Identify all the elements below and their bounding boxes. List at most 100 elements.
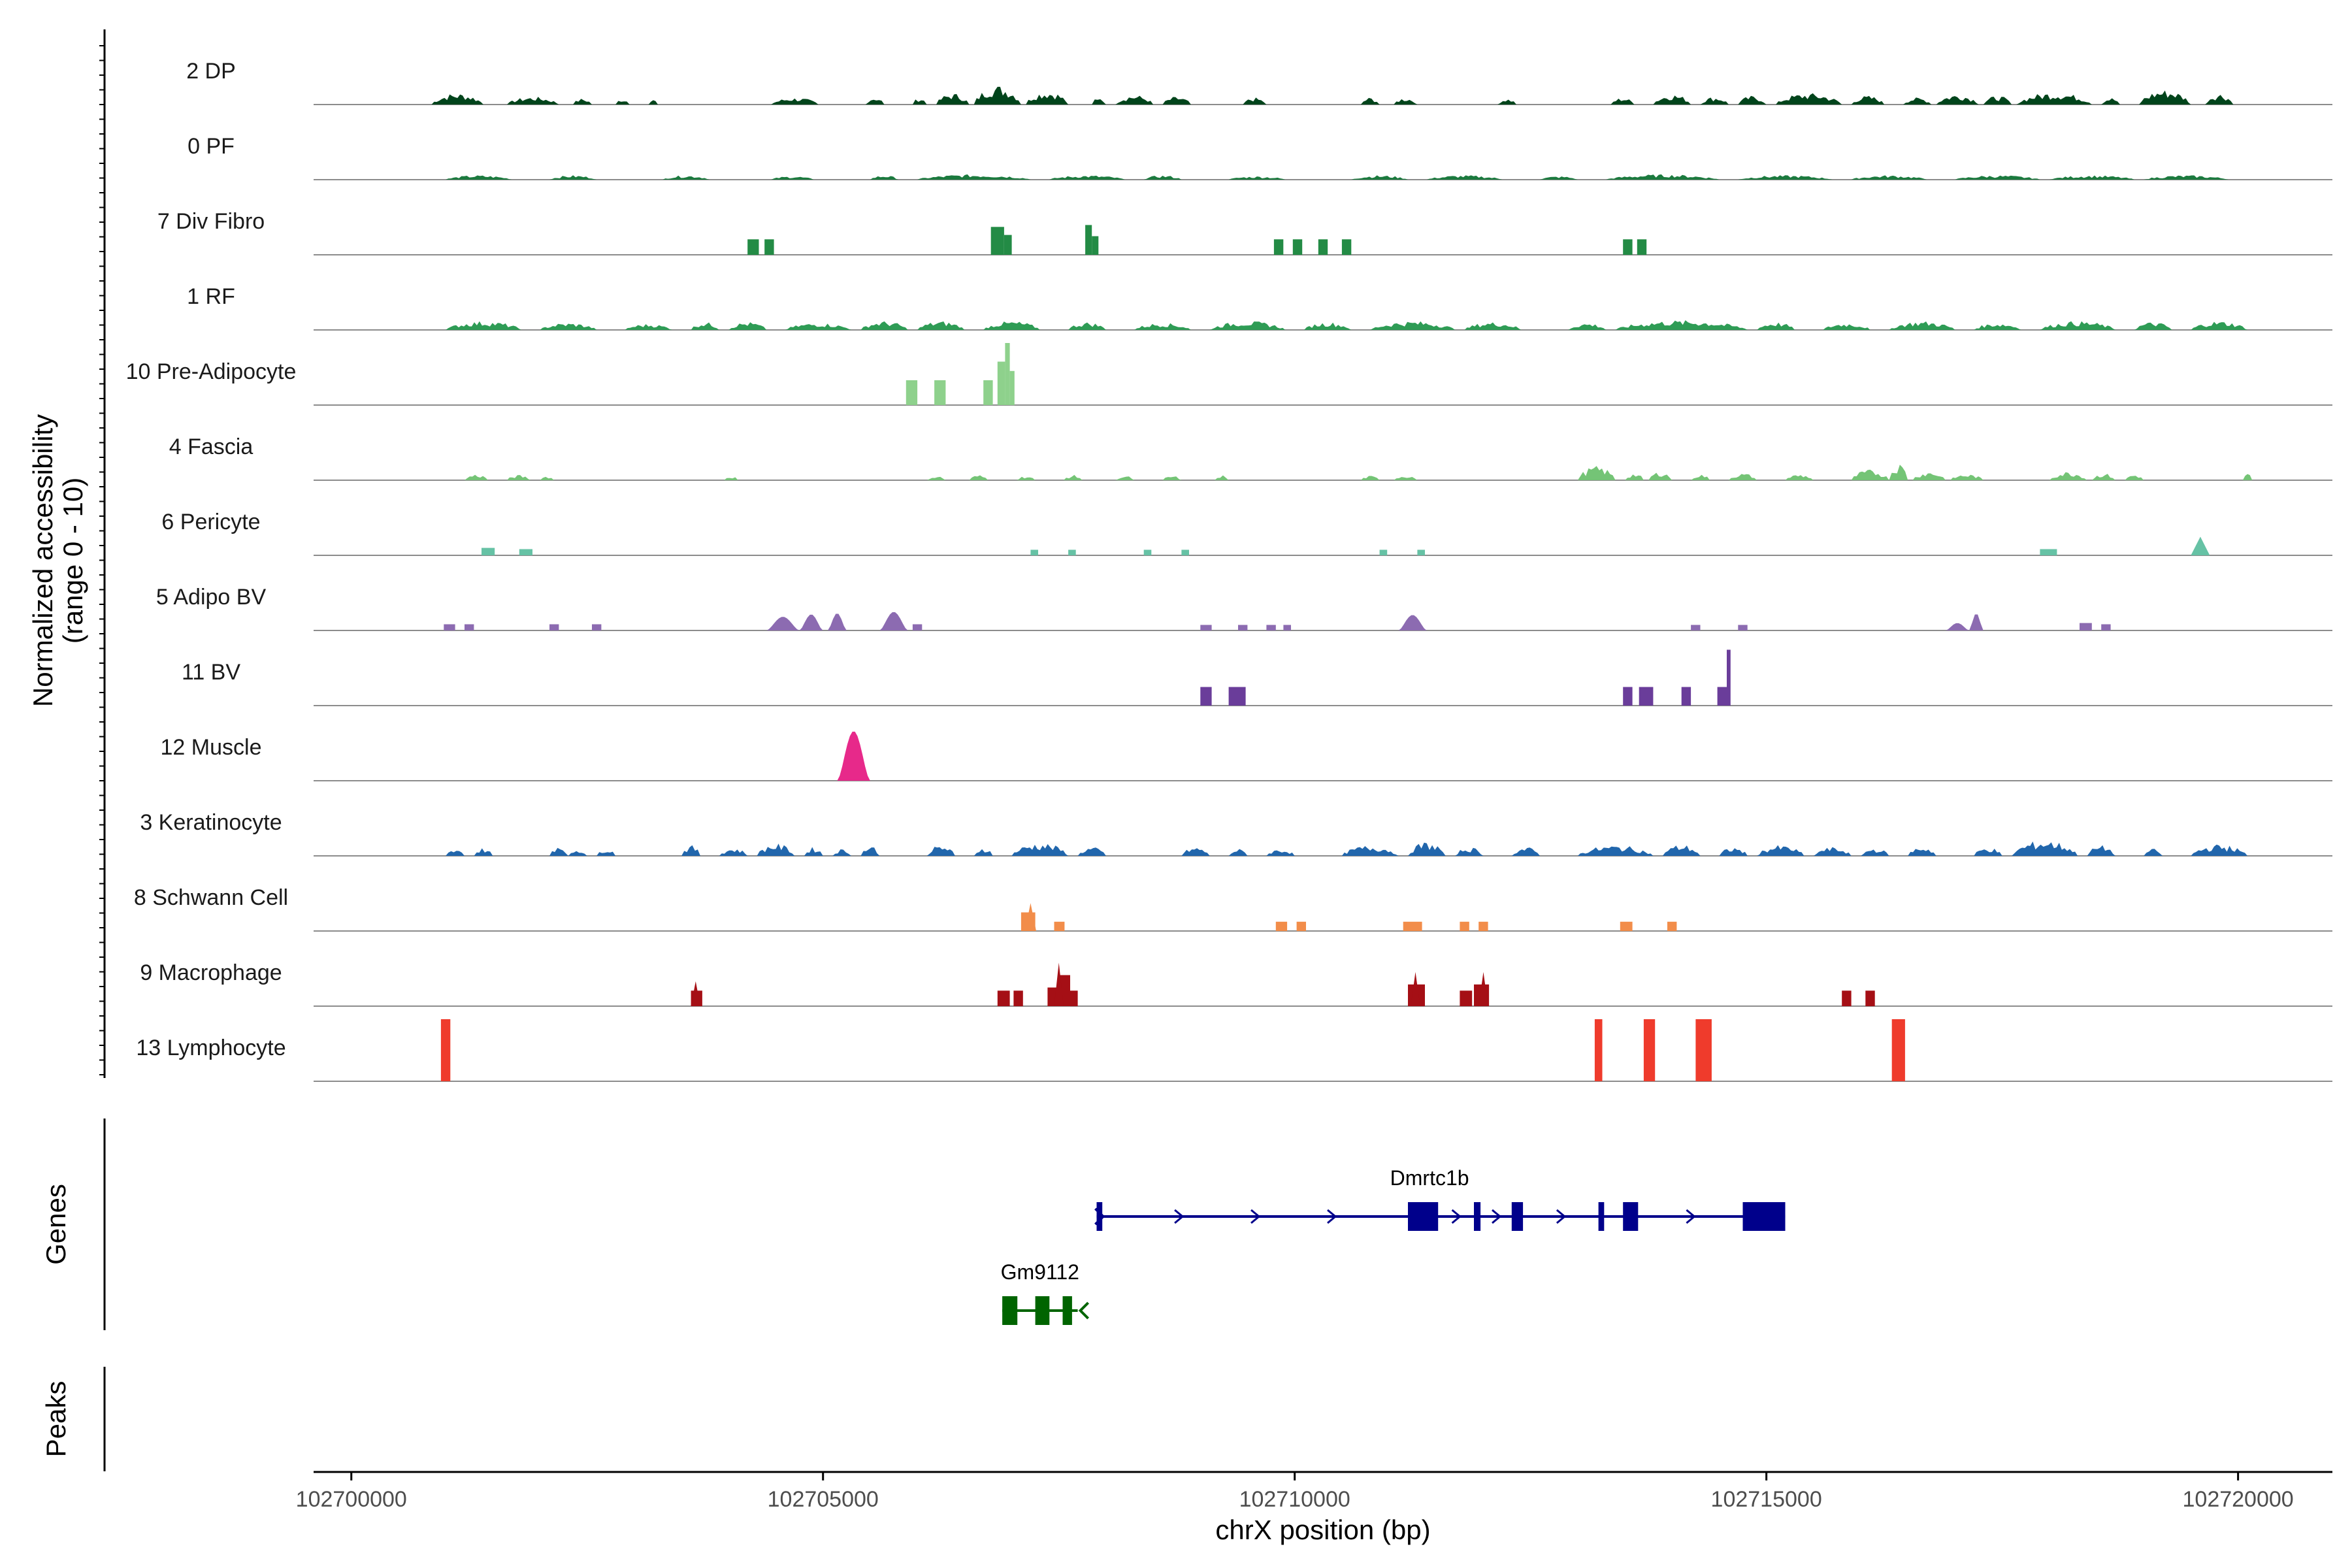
coverage-block xyxy=(1200,687,1212,706)
gene-exon xyxy=(1062,1296,1072,1325)
track-label-13-lymphocyte: 13 Lymphocyte xyxy=(136,1036,286,1060)
coverage-peak xyxy=(936,93,970,105)
coverage-peak xyxy=(973,86,1021,105)
coverage-peak xyxy=(1950,474,1984,480)
track-label-8-schwann-cell: 8 Schwann Cell xyxy=(134,885,288,910)
coverage-peak xyxy=(2205,95,2234,105)
panel-title-genes: Genes xyxy=(41,1184,71,1265)
coverage-block xyxy=(1341,239,1352,255)
coverage-peak xyxy=(912,99,927,105)
track-12-muscle: 12 Muscle xyxy=(161,731,2332,781)
gene-exon xyxy=(1474,1202,1481,1231)
coverage-peak xyxy=(2040,321,2115,330)
coverage-peak xyxy=(1360,476,1380,480)
track-6-pericyte: 6 Pericyte xyxy=(161,510,2332,556)
strand-arrow-icon xyxy=(1327,1209,1337,1224)
coverage-peak xyxy=(446,851,465,856)
coverage-block xyxy=(1460,921,1469,932)
coverage-block xyxy=(1681,687,1691,706)
track-label-3-keratinocyte: 3 Keratinocyte xyxy=(140,810,282,835)
coverage-peak xyxy=(2125,476,2144,480)
track-label-11-bv: 11 BV xyxy=(182,660,240,685)
coverage-block xyxy=(1013,990,1023,1007)
coverage-peak xyxy=(446,175,512,180)
coverage-block xyxy=(1092,236,1099,255)
coverage-peak xyxy=(540,323,597,330)
coverage-peak xyxy=(771,176,814,180)
coverage-block xyxy=(1643,1019,1656,1081)
coverage-block xyxy=(1417,549,1425,555)
coverage-peak xyxy=(1455,847,1484,856)
gene-exon xyxy=(1096,1202,1103,1231)
coverage-peak xyxy=(648,100,658,105)
track-label-6-pericyte: 6 Pericyte xyxy=(161,510,260,534)
coverage-peak xyxy=(870,176,899,180)
track-11-bv: 11 BV xyxy=(182,649,2332,706)
strand-arrow-icon xyxy=(1451,1209,1462,1224)
coverage-peak xyxy=(917,321,965,330)
coverage-peak xyxy=(1408,842,1446,856)
strand-arrow-icon xyxy=(1250,1209,1261,1224)
coverage-block xyxy=(1275,921,1288,932)
coverage-peak xyxy=(507,97,559,105)
coverage-block xyxy=(1318,239,1328,255)
coverage-peak xyxy=(540,476,555,480)
gene-exon xyxy=(1511,1202,1524,1231)
coverage-peak xyxy=(1370,321,1456,330)
coverage-peak xyxy=(1209,321,1286,330)
coverage-block xyxy=(1717,687,1727,706)
coverage-peak xyxy=(1653,95,1691,105)
coverage-block xyxy=(1292,239,1303,255)
y-axis-ticks xyxy=(99,45,105,1075)
strand-arrow-icon xyxy=(1094,1207,1105,1226)
coverage-peak xyxy=(507,475,531,480)
coverage-block xyxy=(1637,239,1647,255)
coverage-peak xyxy=(719,849,748,856)
coverage-block xyxy=(1842,990,1852,1007)
x-axis-title: chrX position (bp) xyxy=(1215,1514,1430,1545)
coverage-block xyxy=(1200,625,1212,630)
coverage-block xyxy=(997,361,1005,405)
coverage-peak xyxy=(1243,97,1267,105)
coverage-peak xyxy=(1049,175,1125,180)
coverage-block xyxy=(440,1019,451,1081)
coverage-block xyxy=(764,239,774,255)
coverage-peak xyxy=(865,99,885,105)
coverage-block xyxy=(1283,625,1291,630)
coverage-peak xyxy=(1511,847,1541,856)
coverage-peak xyxy=(1615,320,1748,330)
x-tick-label: 102705000 xyxy=(768,1487,879,1512)
strand-arrow-icon xyxy=(1686,1209,1696,1224)
coverage-peak xyxy=(2087,845,2115,856)
coverage-peak xyxy=(1540,176,1578,180)
coverage-block xyxy=(2040,549,2057,555)
coverage-block xyxy=(1005,343,1010,405)
coverage-peak xyxy=(926,847,955,856)
coverage-block xyxy=(1379,549,1388,555)
coverage-peak xyxy=(1304,322,1352,330)
coverage-block xyxy=(747,239,759,255)
coverage-peak xyxy=(662,175,710,180)
coverage-peak xyxy=(1912,473,1946,480)
coverage-peak xyxy=(1026,94,1069,105)
strand-arrow-icon xyxy=(1492,1209,1502,1224)
x-axis-ticks: 102700000 102705000 102710000 102715000 1027… xyxy=(296,1472,2294,1512)
coverage-peak xyxy=(973,849,993,856)
coverage-peak xyxy=(1851,175,1927,180)
coverage-peak xyxy=(1398,615,1427,630)
track-10-pre-adipocyte: 10 Pre-Adipocyte xyxy=(126,343,2332,406)
coverage-peak xyxy=(926,476,946,480)
coverage-peak xyxy=(465,474,489,480)
x-tick-label: 102715000 xyxy=(1711,1487,1822,1512)
coverage-peak xyxy=(1394,99,1418,105)
track-label-2-dp: 2 DP xyxy=(186,59,236,84)
coverage-block xyxy=(2101,624,2111,630)
coverage-block xyxy=(1623,687,1633,706)
coverage-peak xyxy=(1162,97,1191,105)
coverage-peak xyxy=(2012,841,2078,856)
strand-arrow-icon xyxy=(1174,1209,1184,1224)
coverage-peak xyxy=(431,94,483,105)
coverage-block xyxy=(912,624,923,630)
coverage-peak xyxy=(1851,95,1885,105)
